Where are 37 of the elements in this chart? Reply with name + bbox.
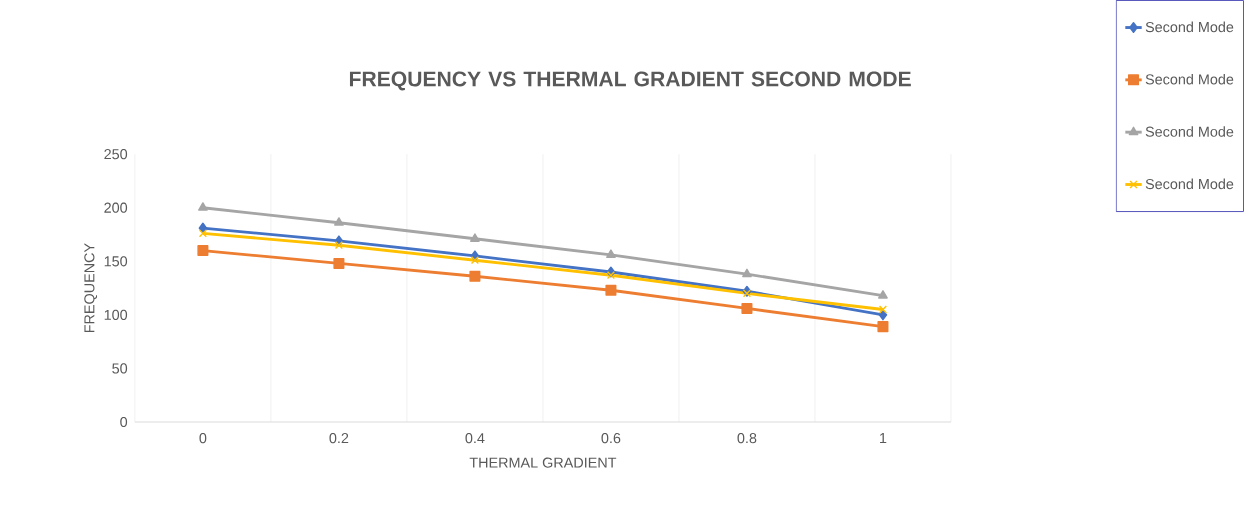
point (333, 257, 345, 269)
point (742, 289, 752, 298)
point (470, 233, 480, 242)
x-tick-label: 0.4 (465, 433, 485, 444)
legend-label: Second Mode (1145, 73, 1234, 85)
y-tick-label: 0 (120, 416, 128, 428)
point (197, 245, 209, 257)
point (742, 268, 752, 278)
point (606, 271, 616, 280)
point (198, 202, 208, 211)
point (877, 321, 889, 333)
chart-title: FREQUENCY VS THERMAL GRADIENT SECOND MODE (349, 71, 911, 91)
point (334, 217, 344, 226)
x-tick-label: 0.6 (601, 433, 621, 444)
x-axis-title: THERMAL GRADIENT (469, 457, 617, 468)
point (469, 270, 481, 282)
y-tick-label: 250 (104, 148, 128, 160)
y-tick-label: 150 (104, 256, 128, 267)
legend-label: Second Mode (1145, 178, 1234, 190)
x-tick-label: 0.2 (329, 433, 349, 444)
point (198, 229, 208, 238)
point (606, 249, 616, 258)
point (334, 241, 344, 250)
x-tick-label: 0 (199, 433, 207, 444)
point (470, 256, 480, 265)
x-tick-label: 0.8 (737, 433, 757, 444)
x-tick-label: 1 (880, 433, 887, 443)
y-axis-title: FREQUENCY (84, 243, 98, 333)
point (605, 284, 617, 296)
point (741, 302, 753, 314)
y-tick-label: 200 (104, 202, 128, 213)
legend-label: Second Mode (1145, 126, 1234, 137)
point (878, 289, 888, 299)
legend-label: Second Mode (1145, 21, 1234, 33)
y-tick-label: 50 (112, 363, 128, 374)
y-tick-label: 100 (104, 309, 128, 320)
point (878, 305, 888, 314)
